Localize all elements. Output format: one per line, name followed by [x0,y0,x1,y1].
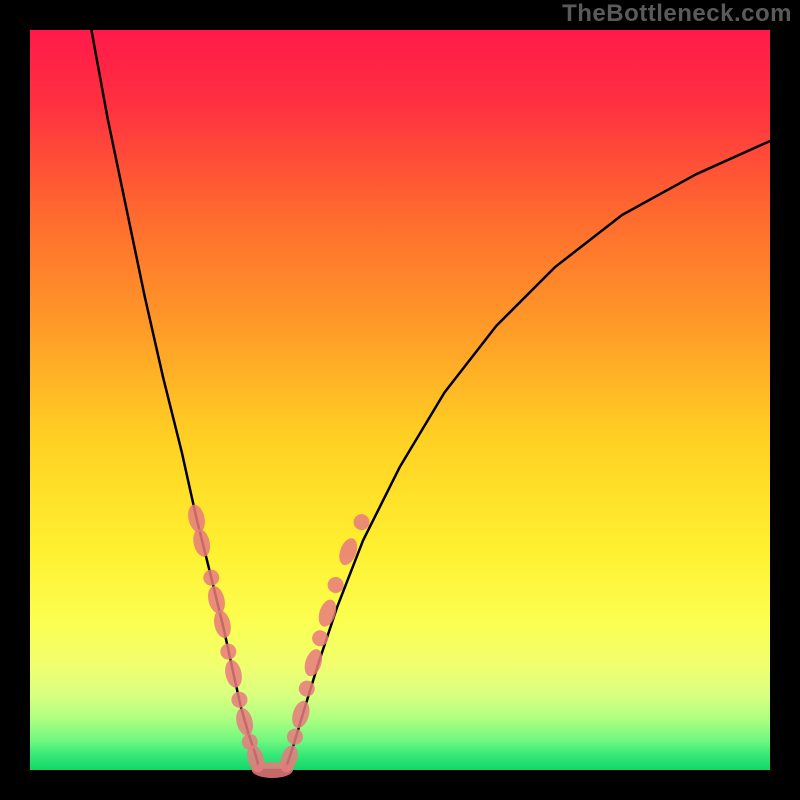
data-point [203,570,219,586]
data-point [354,514,370,530]
data-point [312,630,328,646]
data-point [220,644,236,660]
chart-container: TheBottleneck.com [0,0,800,800]
data-point [299,681,315,697]
gradient-background [30,30,770,770]
data-point [231,692,247,708]
data-point [287,729,303,745]
chart-svg [0,0,800,800]
data-capsule-bottom [252,762,293,778]
data-point [328,577,344,593]
